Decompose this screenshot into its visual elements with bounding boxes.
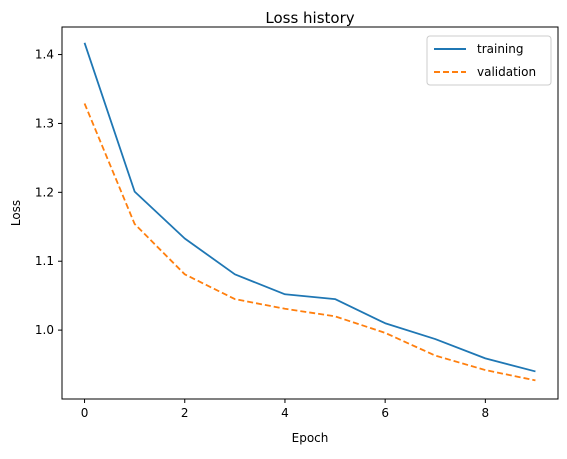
legend: training validation xyxy=(426,35,552,86)
y-tick-label: 1.1 xyxy=(35,254,54,268)
x-tick-label: 0 xyxy=(81,406,89,420)
x-tick-label: 6 xyxy=(381,406,389,420)
chart-title: Loss history xyxy=(265,9,354,27)
y-tick-label: 1.4 xyxy=(35,48,54,62)
x-axis: 0 2 4 6 8 xyxy=(81,399,489,420)
x-tick-label: 4 xyxy=(281,406,289,420)
legend-validation-label: validation xyxy=(477,65,536,79)
x-tick-label: 2 xyxy=(181,406,189,420)
legend-training-label: training xyxy=(477,42,524,56)
series-line-training xyxy=(83,42,536,373)
x-tick-label: 8 xyxy=(482,406,490,420)
y-axis: 1.0 1.1 1.2 1.3 1.4 xyxy=(35,48,62,337)
y-tick-label: 1.3 xyxy=(35,116,54,130)
plot-layer xyxy=(83,42,536,382)
plot-frame xyxy=(61,26,559,400)
x-axis-label: Epoch xyxy=(292,431,329,445)
y-tick-label: 1.0 xyxy=(35,323,54,337)
y-tick-label: 1.2 xyxy=(35,185,54,199)
series-line-validation xyxy=(83,103,536,382)
y-axis-label: Loss xyxy=(9,200,23,226)
